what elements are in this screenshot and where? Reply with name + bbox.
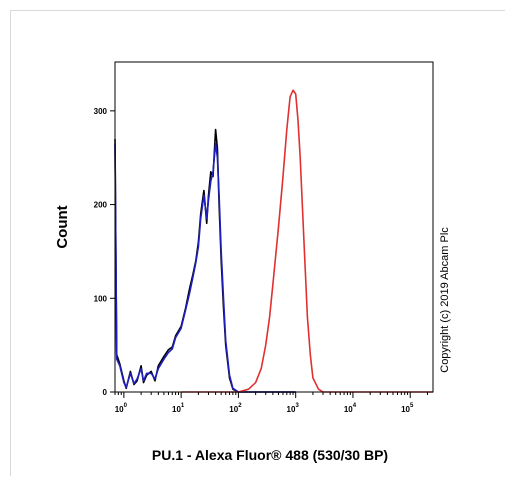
series-line-1 [114,128,296,393]
copyright-notice: Copyright (c) 2019 Abcam Plc [439,227,451,373]
x-tick-label: 105 [401,403,414,414]
x-tick-label: 101 [172,403,185,414]
x-tick-label: 100 [115,403,128,414]
x-tick-label: 102 [229,403,242,414]
y-tick-label: 300 [94,107,108,116]
figure-frame [10,10,505,476]
series-layer [114,89,433,393]
y-axis-label: Count [54,205,71,248]
series-line-3 [181,89,433,393]
x-axis-label: PU.1 - Alexa Fluor® 488 (530/30 BP) [152,447,388,463]
x-axis-ticks: 100 101 102 103 104 105 [114,392,428,414]
series-line-2 [114,142,296,393]
x-tick-label: 103 [287,403,300,414]
y-tick-label: 200 [94,201,108,210]
y-tick-label: 0 [103,388,108,397]
x-tick-label: 104 [344,403,357,414]
y-axis-ticks: 0 100 200 300 [94,107,115,397]
plot-area-frame [114,61,434,393]
y-tick-label: 100 [94,294,108,303]
